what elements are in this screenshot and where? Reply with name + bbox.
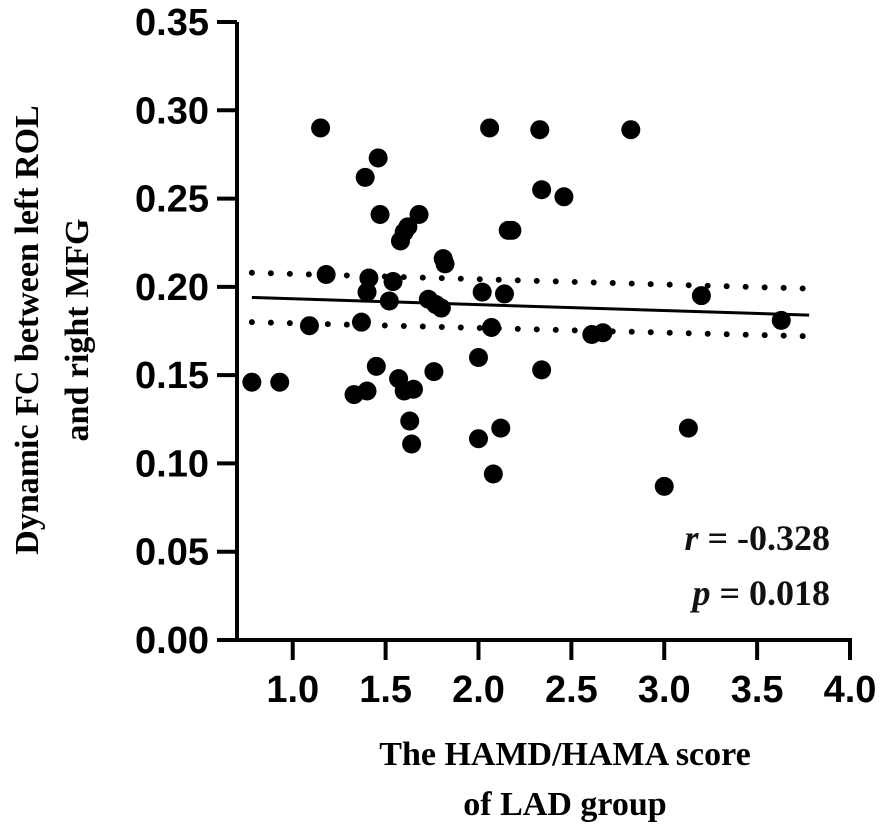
data-point (480, 118, 500, 138)
y-tick-label: 0.00 (135, 620, 209, 662)
x-axis-ticks: 1.0 1.5 2.0 2.5 3.0 3.5 4.0 (266, 640, 876, 711)
data-point (502, 220, 522, 240)
x-axis-title-line-2: of LAD group (463, 786, 666, 823)
data-point (355, 167, 375, 187)
stat-annotation-r: r = -0.328 (684, 518, 830, 558)
data-point (771, 310, 791, 330)
stat-annotations: r = -0.328 p = 0.018 (684, 518, 830, 613)
y-axis-title-line-1: Dynamic FC between left ROL (9, 105, 46, 554)
x-tick-label: 1.0 (266, 669, 319, 711)
x-tick-label: 3.5 (731, 669, 784, 711)
data-point (431, 298, 451, 318)
data-point (494, 284, 514, 304)
data-point (530, 120, 550, 140)
data-point (370, 204, 390, 224)
stat-variable: p (689, 573, 710, 613)
data-point (270, 372, 290, 392)
data-point (383, 272, 403, 292)
data-point (316, 264, 336, 284)
y-tick-label: 0.35 (135, 2, 209, 44)
x-tick-label: 4.0 (824, 669, 877, 711)
y-tick-label: 0.05 (135, 532, 209, 574)
plot-axes (235, 22, 852, 642)
y-tick-label: 0.20 (135, 267, 209, 309)
data-point (678, 418, 698, 438)
stat-annotation-p: p = 0.018 (689, 573, 830, 613)
data-point (472, 282, 492, 302)
data-point (468, 429, 488, 449)
data-points (242, 118, 791, 496)
confidence-band (248, 269, 813, 340)
data-point (554, 187, 574, 207)
y-axis-ticks: 0.00 0.05 0.10 0.15 0.20 0.25 0.30 0.35 (135, 2, 237, 662)
data-point (357, 381, 377, 401)
stat-value: = 0.018 (710, 573, 830, 613)
ci-lower-line (248, 319, 813, 340)
y-tick-label: 0.25 (135, 179, 209, 221)
data-point (468, 347, 488, 367)
regression-line-group (251, 295, 810, 317)
data-point (359, 268, 379, 288)
ci-upper-line (248, 269, 813, 292)
x-axis-title-line-1: The HAMD/HAMA score (379, 736, 750, 773)
data-point (403, 379, 423, 399)
data-point (691, 286, 711, 306)
data-point (621, 120, 641, 140)
x-tick-label: 2.0 (452, 669, 505, 711)
y-tick-label: 0.30 (135, 90, 209, 132)
data-point (357, 282, 377, 302)
data-point (379, 291, 399, 311)
stat-value: = -0.328 (698, 518, 830, 558)
data-point (424, 362, 444, 382)
data-point (398, 217, 418, 237)
data-point (409, 204, 429, 224)
data-point (654, 476, 674, 496)
stat-variable: r (684, 518, 699, 558)
data-point (481, 317, 501, 337)
y-axis-title-line-2: and right MFG (59, 219, 96, 442)
data-point (311, 118, 331, 138)
data-point (368, 148, 388, 168)
data-point (532, 180, 552, 200)
data-point (483, 464, 503, 484)
data-point (402, 434, 422, 454)
data-point (532, 360, 552, 380)
data-point (593, 323, 613, 343)
data-point (351, 312, 371, 332)
data-point (435, 254, 455, 274)
data-point (400, 411, 420, 431)
data-point (299, 316, 319, 336)
data-point (242, 372, 262, 392)
data-point (366, 356, 386, 376)
data-point (491, 418, 511, 438)
y-tick-label: 0.10 (135, 443, 209, 485)
y-tick-label: 0.15 (135, 355, 209, 397)
x-tick-label: 1.5 (359, 669, 412, 711)
regression-line (251, 295, 810, 317)
x-tick-label: 2.5 (545, 669, 598, 711)
x-tick-label: 3.0 (638, 669, 691, 711)
